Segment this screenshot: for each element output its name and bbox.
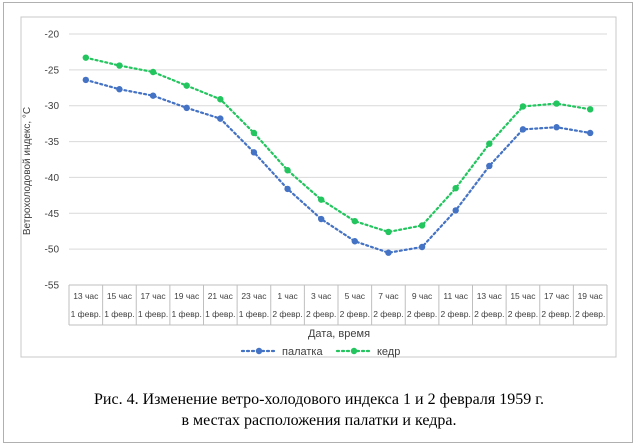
chart: -20 -25 -30 -35 -40 -45 -50 -55 13 час 1 февр. 15… bbox=[20, 16, 617, 358]
y-tick-label: -55 bbox=[45, 281, 60, 292]
data-point bbox=[317, 196, 325, 203]
caption-line-1: Рис. 4. Изменение ветро-холодового индек… bbox=[94, 391, 544, 408]
x-tick-time: 21 час bbox=[208, 291, 234, 301]
x-axis-label: Дата, время bbox=[308, 328, 370, 340]
x-tick-time: 3 час bbox=[311, 291, 332, 301]
data-point bbox=[452, 207, 459, 214]
data-point bbox=[586, 129, 594, 137]
legend-label-1: кедр bbox=[377, 346, 400, 358]
y-tick-label: -45 bbox=[45, 209, 60, 220]
data-point bbox=[217, 96, 224, 103]
data-point bbox=[553, 124, 560, 131]
legend: палатка кедр bbox=[240, 346, 400, 358]
data-point bbox=[183, 104, 190, 112]
y-tick-labels: -20 -25 -30 -35 -40 -45 -50 -55 bbox=[45, 30, 60, 292]
data-point bbox=[519, 103, 527, 110]
x-tick-time: 7 час bbox=[378, 291, 399, 301]
data-point bbox=[586, 106, 594, 113]
x-tick-date: 2 февр. bbox=[340, 309, 370, 319]
legend-marker-1 bbox=[350, 347, 358, 355]
x-tick-date: 1 февр. bbox=[239, 309, 269, 319]
data-point bbox=[116, 86, 123, 93]
data-point bbox=[418, 222, 426, 229]
series-layer bbox=[82, 54, 594, 256]
data-point bbox=[351, 217, 359, 225]
x-tick-time: 19 час bbox=[578, 291, 604, 301]
x-tick-time: 5 час bbox=[345, 291, 366, 301]
figure-frame: -20 -25 -30 -35 -40 -45 -50 -55 13 час 1 февр. 15… bbox=[3, 2, 633, 443]
data-point bbox=[250, 129, 258, 137]
data-point bbox=[519, 126, 527, 133]
x-tick-date: 2 февр. bbox=[474, 309, 504, 319]
series-line-0 bbox=[84, 78, 592, 254]
x-tick-date: 2 февр. bbox=[541, 309, 571, 319]
data-point bbox=[486, 162, 493, 170]
data-point bbox=[183, 82, 190, 89]
y-tick-label: -20 bbox=[45, 30, 60, 41]
x-tick-date: 1 февр. bbox=[71, 309, 101, 319]
data-point bbox=[217, 115, 224, 122]
x-tick-date: 2 февр. bbox=[306, 309, 336, 319]
x-tick-time: 19 час bbox=[174, 291, 200, 301]
y-tick-label: -35 bbox=[45, 137, 60, 148]
data-point bbox=[351, 238, 359, 245]
figure-caption: Рис. 4. Изменение ветро-холодового индек… bbox=[4, 389, 634, 431]
data-point bbox=[250, 149, 258, 156]
data-point bbox=[385, 228, 392, 236]
y-tick-label: -30 bbox=[45, 101, 60, 112]
data-point bbox=[149, 92, 157, 99]
legend-marker-0 bbox=[255, 347, 263, 355]
x-tick-date: 2 февр. bbox=[440, 309, 470, 319]
x-tick-time: 15 час bbox=[107, 291, 133, 301]
y-tick-label: -25 bbox=[45, 65, 60, 76]
x-tick-time: 9 час bbox=[412, 291, 433, 301]
x-tick-date: 1 февр. bbox=[205, 309, 235, 319]
series-line-1 bbox=[84, 56, 592, 234]
x-tick-time: 13 час bbox=[73, 291, 99, 301]
x-tick-time: 17 час bbox=[140, 291, 166, 301]
data-point bbox=[284, 185, 291, 193]
data-point bbox=[385, 249, 392, 256]
data-point bbox=[284, 167, 291, 174]
data-point bbox=[486, 140, 493, 147]
data-point bbox=[82, 54, 90, 61]
plot-area-border bbox=[20, 16, 617, 358]
data-point bbox=[82, 76, 90, 84]
y-axis-label: Ветрохолодовой индекс, °С bbox=[22, 107, 33, 235]
x-tick-time: 1 час bbox=[277, 291, 298, 301]
x-tick-date: 1 февр. bbox=[104, 309, 134, 319]
y-tick-label: -50 bbox=[45, 245, 60, 256]
x-tick-date: 2 февр. bbox=[508, 309, 538, 319]
x-tick-date: 2 февр. bbox=[575, 309, 605, 319]
y-tick-label: -40 bbox=[45, 173, 60, 184]
gridlines bbox=[69, 33, 607, 286]
caption-line-2: в местах расположения палатки и кедра. bbox=[181, 412, 457, 429]
x-tick-date: 1 февр. bbox=[171, 309, 201, 319]
data-point bbox=[553, 100, 560, 107]
x-tick-date: 2 февр. bbox=[272, 309, 302, 319]
x-tick-date: 2 февр. bbox=[407, 309, 437, 319]
x-tick-date: 1 февр. bbox=[138, 309, 168, 319]
data-point bbox=[149, 68, 157, 76]
x-tick-time: 17 час bbox=[544, 291, 570, 301]
x-tick-date: 2 февр. bbox=[373, 309, 403, 319]
data-point bbox=[418, 243, 426, 251]
x-tick-time: 13 час bbox=[477, 291, 503, 301]
legend-label-0: палатка bbox=[282, 346, 323, 358]
data-point bbox=[317, 215, 325, 223]
x-tick-time: 15 час bbox=[510, 291, 536, 301]
x-tick-time: 11 час bbox=[443, 291, 468, 301]
data-point bbox=[116, 62, 123, 69]
x-tick-time: 23 час bbox=[241, 291, 267, 301]
data-point bbox=[452, 184, 459, 192]
